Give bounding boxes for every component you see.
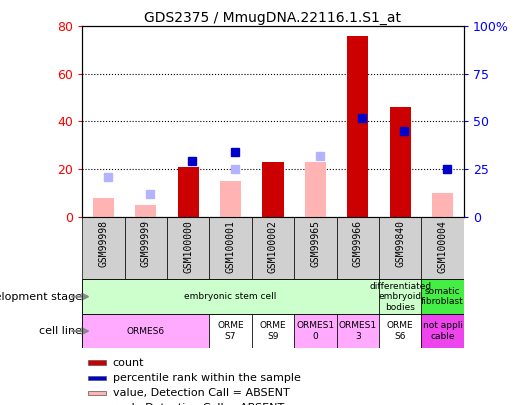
Bar — [262, 162, 284, 217]
Bar — [379, 217, 421, 279]
Bar — [82, 314, 209, 348]
Text: ORMES6: ORMES6 — [127, 326, 165, 336]
Text: ORME
S6: ORME S6 — [387, 322, 413, 341]
Bar — [347, 36, 368, 217]
Text: GSM99966: GSM99966 — [353, 220, 363, 267]
Bar — [252, 314, 294, 348]
Text: ORME
S9: ORME S9 — [260, 322, 286, 341]
Bar — [379, 314, 421, 348]
Bar — [89, 376, 106, 380]
Bar — [89, 360, 106, 365]
Bar — [125, 217, 167, 279]
Text: not appli
cable: not appli cable — [422, 322, 463, 341]
Bar — [421, 279, 464, 314]
Text: GSM100001: GSM100001 — [226, 220, 235, 273]
Text: GSM99840: GSM99840 — [395, 220, 405, 267]
Bar — [167, 217, 209, 279]
Bar — [294, 217, 337, 279]
Text: GSM100002: GSM100002 — [268, 220, 278, 273]
Text: differentiated
embryoid
bodies: differentiated embryoid bodies — [369, 282, 431, 311]
Bar — [82, 217, 125, 279]
Text: count: count — [113, 358, 144, 368]
Bar — [294, 314, 337, 348]
Text: ORME
S7: ORME S7 — [217, 322, 244, 341]
Bar — [337, 217, 379, 279]
Bar — [337, 314, 379, 348]
Text: GSM100004: GSM100004 — [438, 220, 447, 273]
Title: GDS2375 / MmugDNA.22116.1.S1_at: GDS2375 / MmugDNA.22116.1.S1_at — [145, 11, 401, 25]
Text: rank, Detection Call = ABSENT: rank, Detection Call = ABSENT — [113, 403, 284, 405]
Text: embryonic stem cell: embryonic stem cell — [184, 292, 277, 301]
Text: ORMES1
3: ORMES1 3 — [339, 322, 377, 341]
Text: GSM99999: GSM99999 — [141, 220, 151, 267]
Bar — [390, 107, 411, 217]
Bar — [252, 217, 294, 279]
Text: percentile rank within the sample: percentile rank within the sample — [113, 373, 301, 383]
Bar — [209, 217, 252, 279]
Text: cell line: cell line — [39, 326, 82, 336]
Text: value, Detection Call = ABSENT: value, Detection Call = ABSENT — [113, 388, 289, 398]
Bar — [89, 391, 106, 395]
Bar — [82, 279, 379, 314]
Bar — [93, 198, 114, 217]
Text: ORMES1
0: ORMES1 0 — [296, 322, 334, 341]
Bar — [379, 279, 421, 314]
Bar — [178, 167, 199, 217]
Text: development stage: development stage — [0, 292, 82, 302]
Bar — [305, 162, 326, 217]
Text: GSM99998: GSM99998 — [99, 220, 108, 267]
Bar — [220, 181, 241, 217]
Bar — [135, 205, 156, 217]
Text: somatic
fibroblast: somatic fibroblast — [421, 287, 464, 306]
Text: GSM100000: GSM100000 — [183, 220, 193, 273]
Bar — [209, 314, 252, 348]
Text: GSM99965: GSM99965 — [311, 220, 320, 267]
Bar — [421, 314, 464, 348]
Bar — [432, 193, 453, 217]
Bar — [421, 217, 464, 279]
